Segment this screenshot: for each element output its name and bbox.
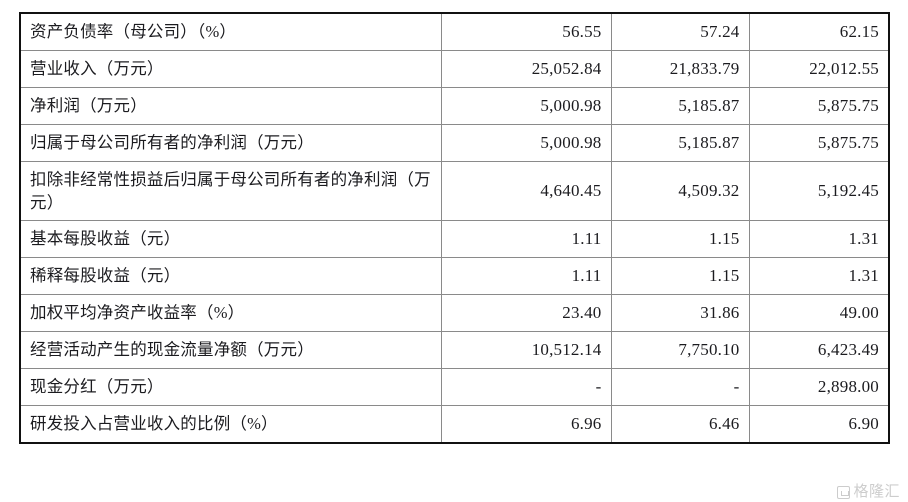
table-row: 资产负债率（母公司）（%） 56.55 57.24 62.15	[19, 12, 890, 51]
row-value-3: 62.15	[748, 12, 890, 51]
row-value-1: 1.11	[440, 257, 612, 295]
table-body: 资产负债率（母公司）（%） 56.55 57.24 62.15 营业收入（万元） 25,0…	[19, 12, 890, 444]
row-value-1: 6.96	[440, 405, 612, 444]
row-value-2: 5,185.87	[610, 124, 750, 162]
table-row: 净利润（万元） 5,000.98 5,185.87 5,875.75	[19, 87, 890, 125]
row-value-3: 6,423.49	[748, 331, 890, 369]
row-value-2: 5,185.87	[610, 87, 750, 125]
row-value-3: 6.90	[748, 405, 890, 444]
row-label: 营业收入（万元）	[19, 50, 442, 88]
row-value-2: 1.15	[610, 220, 750, 258]
row-label: 净利润（万元）	[19, 87, 442, 125]
table-row: 现金分红（万元） - -2,898.00	[19, 368, 890, 406]
row-value-2: 7,750.10	[610, 331, 750, 369]
row-value-1: 23.40	[440, 294, 612, 332]
row-value-1: 5,000.98	[440, 87, 612, 125]
row-value-2: 1.15	[610, 257, 750, 295]
row-value-1: 10,512.14	[440, 331, 612, 369]
row-value-1: -	[440, 368, 612, 406]
row-value-3: 1.31	[748, 257, 890, 295]
watermark: 格隆汇	[837, 485, 900, 500]
row-value-3: 2,898.00	[748, 368, 890, 406]
row-label: 研发投入占营业收入的比例（%）	[19, 405, 442, 444]
row-value-3: 1.31	[748, 220, 890, 258]
table-row: 稀释每股收益（元） 1.11 1.15 1.31	[19, 257, 890, 295]
row-value-3: 49.00	[748, 294, 890, 332]
table-row: 归属于母公司所有者的净利润（万元） 5,000.98 5,185.87 5,875.7…	[19, 124, 890, 162]
table-row: 扣除非经常性损益后归属于母公司所有者的净利润（万元） 4,640.45 4,509.…	[19, 161, 890, 221]
row-label: 加权平均净资产收益率（%）	[19, 294, 442, 332]
table-row: 研发投入占营业收入的比例（%） 6.96 6.46 6.90	[19, 405, 890, 444]
financial-indicators-table: 资产负债率（母公司）（%） 56.55 57.24 62.15 营业收入（万元） 25,0…	[19, 12, 890, 444]
row-label: 归属于母公司所有者的净利润（万元）	[19, 124, 442, 162]
row-value-3: 5,192.45	[748, 161, 890, 221]
row-label: 资产负债率（母公司）（%）	[19, 12, 442, 51]
row-value-2: 4,509.32	[610, 161, 750, 221]
row-value-1: 25,052.84	[440, 50, 612, 88]
row-value-3: 22,012.55	[748, 50, 890, 88]
row-value-2: -	[610, 368, 750, 406]
row-label: 稀释每股收益（元）	[19, 257, 442, 295]
row-label: 基本每股收益（元）	[19, 220, 442, 258]
row-value-1: 56.55	[440, 12, 612, 51]
row-value-2: 31.86	[610, 294, 750, 332]
row-value-1: 4,640.45	[440, 161, 612, 221]
table-row: 经营活动产生的现金流量净额（万元） 10,512.14 7,750.10 6,423.…	[19, 331, 890, 369]
row-value-2: 6.46	[610, 405, 750, 444]
row-label: 经营活动产生的现金流量净额（万元）	[19, 331, 442, 369]
row-value-3: 5,875.75	[748, 87, 890, 125]
row-value-2: 57.24	[610, 12, 750, 51]
gelonghui-logo-icon	[837, 486, 851, 499]
table-row: 基本每股收益（元） 1.11 1.15 1.31	[19, 220, 890, 258]
watermark-text: 格隆汇	[853, 484, 900, 500]
row-value-2: 21,833.79	[610, 50, 750, 88]
row-label: 现金分红（万元）	[19, 368, 442, 406]
table-row: 加权平均净资产收益率（%） 23.40 31.86 49.00	[19, 294, 890, 332]
row-value-1: 1.11	[440, 220, 612, 258]
row-value-1: 5,000.98	[440, 124, 612, 162]
row-value-3: 5,875.75	[748, 124, 890, 162]
row-label: 扣除非经常性损益后归属于母公司所有者的净利润（万元）	[19, 161, 442, 221]
table-row: 营业收入（万元） 25,052.84 21,833.79 22,012.55	[19, 50, 890, 88]
